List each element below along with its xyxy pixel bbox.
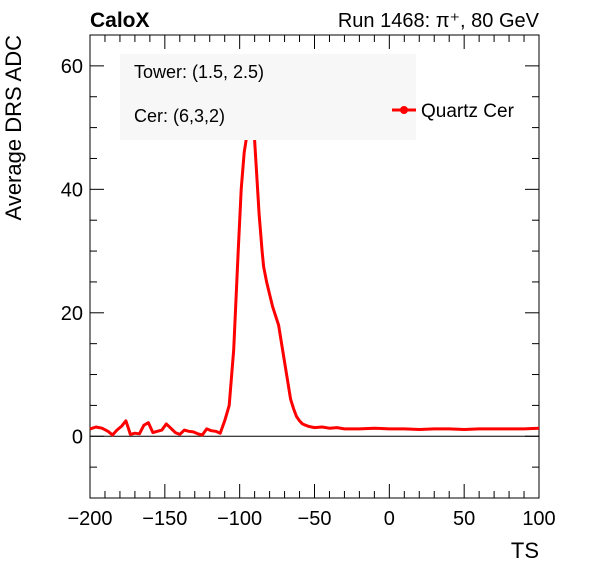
x-tick-label: −150 (142, 508, 187, 530)
legend-label-quartz-cer: Quartz Cer (421, 101, 515, 122)
legend-point-marker (400, 106, 408, 114)
run-info-label: Run 1468: π⁺, 80 GeV (338, 10, 540, 32)
y-tick-label: 0 (72, 426, 83, 448)
experiment-label: CaloX (90, 9, 150, 32)
x-tick-label: −200 (67, 508, 112, 530)
y-axis-title: Average DRS ADC (1, 35, 26, 221)
annotation-box (120, 54, 416, 140)
y-tick-label: 20 (61, 303, 83, 325)
y-tick-label: 60 (61, 56, 83, 78)
x-tick-label: 0 (384, 508, 395, 530)
x-axis-title: TS (511, 538, 539, 563)
x-tick-label: −50 (298, 508, 332, 530)
series-line-quartz-cer (89, 115, 540, 437)
x-tick-label: −100 (217, 508, 262, 530)
x-tick-label: 100 (522, 508, 555, 530)
legend: Quartz Cer (392, 101, 515, 122)
y-tick-label: 40 (61, 179, 83, 201)
x-tick-label: 50 (453, 508, 475, 530)
tower-annotation: Tower: (1.5, 2.5) (134, 62, 264, 82)
cer-annotation: Cer: (6,3,2) (134, 106, 225, 126)
